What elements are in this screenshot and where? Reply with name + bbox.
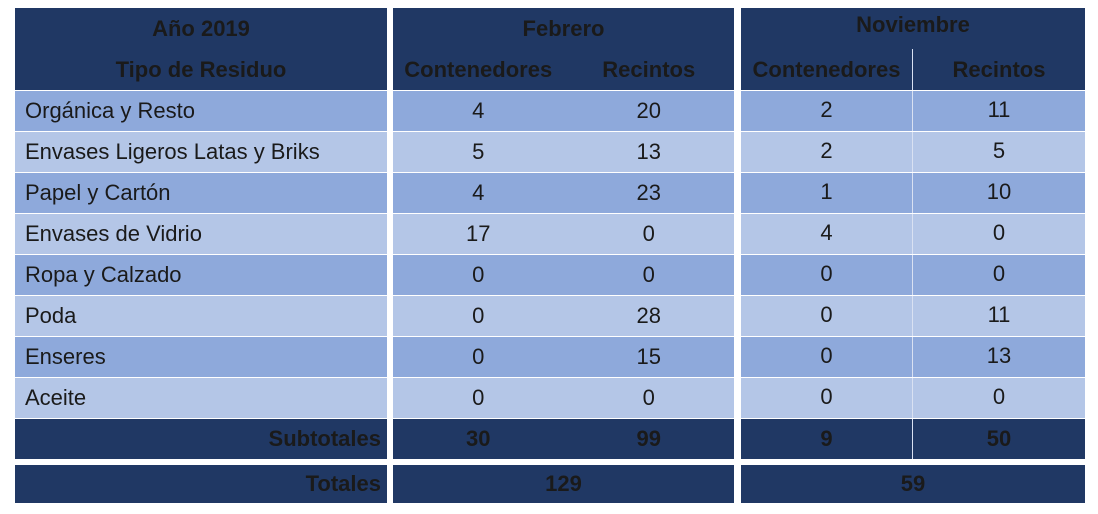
cell-value: 13: [636, 139, 661, 164]
cell-value: 28: [636, 303, 661, 328]
cell-value: 4: [472, 180, 485, 205]
february-block: Febrero Contenedores Recintos 4 20 5 13 4 2…: [393, 8, 734, 503]
totals-label: Totales: [305, 471, 381, 496]
cell-value: 4: [472, 98, 485, 123]
total-value: 129: [545, 471, 582, 496]
cell-value: 0: [741, 337, 913, 377]
cell-value: 0: [992, 220, 1006, 245]
cell-value: 13: [986, 343, 1012, 368]
type-header: Tipo de Residuo: [15, 49, 387, 90]
cell-value: 0: [741, 296, 913, 336]
cell-value: 23: [636, 180, 661, 205]
row-label: Envases Ligeros Latas y Briks: [25, 139, 320, 164]
subtotal-value: 99: [636, 426, 661, 451]
cell-value: 4: [741, 214, 913, 254]
cell-value: 0: [642, 385, 655, 410]
cell-value: 2: [741, 91, 913, 131]
subtotal-value: 30: [466, 426, 491, 451]
col-header-contenedores: Contenedores: [404, 56, 553, 82]
month-title: Noviembre: [856, 12, 970, 37]
cell-value: 0: [472, 262, 485, 287]
cell-value: 0: [642, 221, 655, 246]
row-label: Poda: [25, 303, 77, 328]
row-label: Ropa y Calzado: [25, 262, 182, 287]
cell-value: 11: [987, 302, 1011, 327]
cell-value: 0: [642, 262, 655, 287]
year-label: Año 2019: [152, 15, 250, 41]
cell-value: 20: [636, 98, 661, 123]
cell-value: 0: [741, 378, 913, 418]
cell-value: 0: [472, 385, 485, 410]
row-label: Papel y Cartón: [25, 180, 171, 205]
november-header: Noviembre: [741, 8, 1085, 49]
row-label: Orgánica y Resto: [25, 98, 195, 123]
february-header: Febrero: [393, 8, 734, 49]
cell-value: 0: [472, 303, 485, 328]
cell-value: 0: [741, 255, 913, 295]
cell-value: 2: [741, 132, 913, 172]
waste-type-label: Tipo de Residuo: [115, 56, 287, 82]
row-label-column: Año 2019 Tipo de Residuo Orgánica y Rest…: [15, 8, 387, 503]
cell-value: 0: [472, 344, 485, 369]
cell-value: 15: [636, 344, 661, 369]
month-title: Febrero: [522, 15, 605, 41]
col-header-recintos: Recintos: [952, 56, 1046, 82]
february-subheader: Contenedores Recintos: [393, 49, 734, 90]
november-subheader: Contenedores Recintos: [741, 49, 1085, 90]
cell-value: 5: [472, 139, 485, 164]
november-block: Noviembre Contenedores Recintos 2 11 2 5 1…: [741, 8, 1085, 503]
subtotal-value: 50: [986, 426, 1012, 451]
col-header-contenedores: Contenedores: [741, 49, 913, 90]
row-label: Envases de Vidrio: [25, 221, 202, 246]
year-header: Año 2019: [15, 8, 387, 49]
total-value: 59: [900, 471, 926, 496]
cell-value: 0: [992, 261, 1006, 286]
subtotals-label: Subtotales: [268, 426, 381, 451]
cell-value: 17: [466, 221, 491, 246]
row-label: Aceite: [25, 385, 87, 410]
cell-value: 10: [986, 179, 1012, 204]
cell-value: 11: [987, 97, 1011, 122]
row-label: Enseres: [25, 344, 106, 369]
cell-value: 1: [741, 173, 913, 213]
subtotal-value: 9: [741, 419, 913, 459]
col-header-recintos: Recintos: [602, 56, 696, 82]
cell-value: 0: [992, 384, 1006, 409]
cell-value: 5: [992, 138, 1006, 163]
